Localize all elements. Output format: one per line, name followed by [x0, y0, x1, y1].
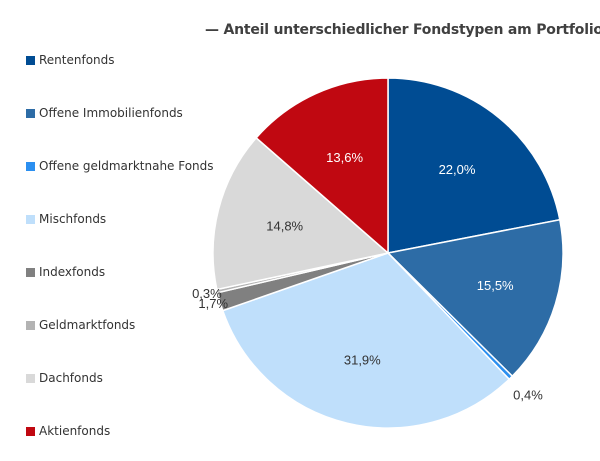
legend-swatch [26, 161, 35, 171]
data-label-dachfonds: 14,8% [266, 219, 303, 234]
data-label-rentenfonds: 22,0% [439, 162, 476, 177]
legend-label: Offene geldmarktnahe Fonds [39, 159, 214, 173]
legend-item-aktienfonds: Aktienfonds [26, 423, 110, 439]
data-label-geldmarktfonds: 0,3% [192, 286, 222, 301]
legend-item-rentenfonds: Rentenfonds [26, 52, 115, 68]
legend-label: Aktienfonds [39, 424, 111, 438]
legend-item-dachfonds: Dachfonds [26, 370, 103, 386]
legend-label: Rentenfonds [39, 53, 115, 67]
data-label-offene-immobilienfonds: 15,5% [477, 278, 514, 293]
legend-item-indexfonds: Indexfonds [26, 264, 105, 280]
pie-slice-rentenfonds [387, 77, 561, 254]
legend-label: Dachfonds [39, 371, 103, 385]
legend-swatch [26, 267, 35, 277]
legend-item-mischfonds: Mischfonds [26, 211, 106, 227]
legend-label: Indexfonds [39, 265, 106, 279]
pie-slice-offene-immobilienfonds [386, 218, 564, 378]
legend-swatch [26, 214, 35, 224]
data-label-offene-geldmarktnahe-fonds: 0,4% [513, 388, 543, 403]
legend-item-offene-immobilienfonds: Offene Immobilienfonds [26, 105, 183, 121]
legend-label: Mischfonds [39, 212, 107, 226]
legend-swatch [26, 373, 35, 383]
legend-item-offene-geldmarktnahe-fonds: Offene geldmarktnahe Fonds [26, 158, 214, 174]
data-label-mischfonds: 31,9% [344, 353, 381, 368]
legend-swatch [26, 55, 35, 65]
chart-title: — Anteil unterschiedlicher Fondstypen am… [205, 22, 600, 38]
pie-slice-mischfonds [221, 252, 511, 429]
legend-label: Offene Immobilienfonds [39, 106, 183, 120]
legend-item-geldmarktfonds: Geldmarktfonds [26, 317, 135, 333]
legend-label: Geldmarktfonds [39, 318, 136, 332]
legend-swatch [26, 320, 35, 330]
data-label-aktienfonds: 13,6% [326, 150, 363, 165]
pie-slice-aktienfonds [255, 77, 389, 255]
legend-swatch [26, 108, 35, 118]
legend-swatch [26, 426, 35, 436]
data-label-indexfonds: 1,7% [198, 296, 228, 311]
pie-slice-dachfonds [212, 136, 390, 291]
